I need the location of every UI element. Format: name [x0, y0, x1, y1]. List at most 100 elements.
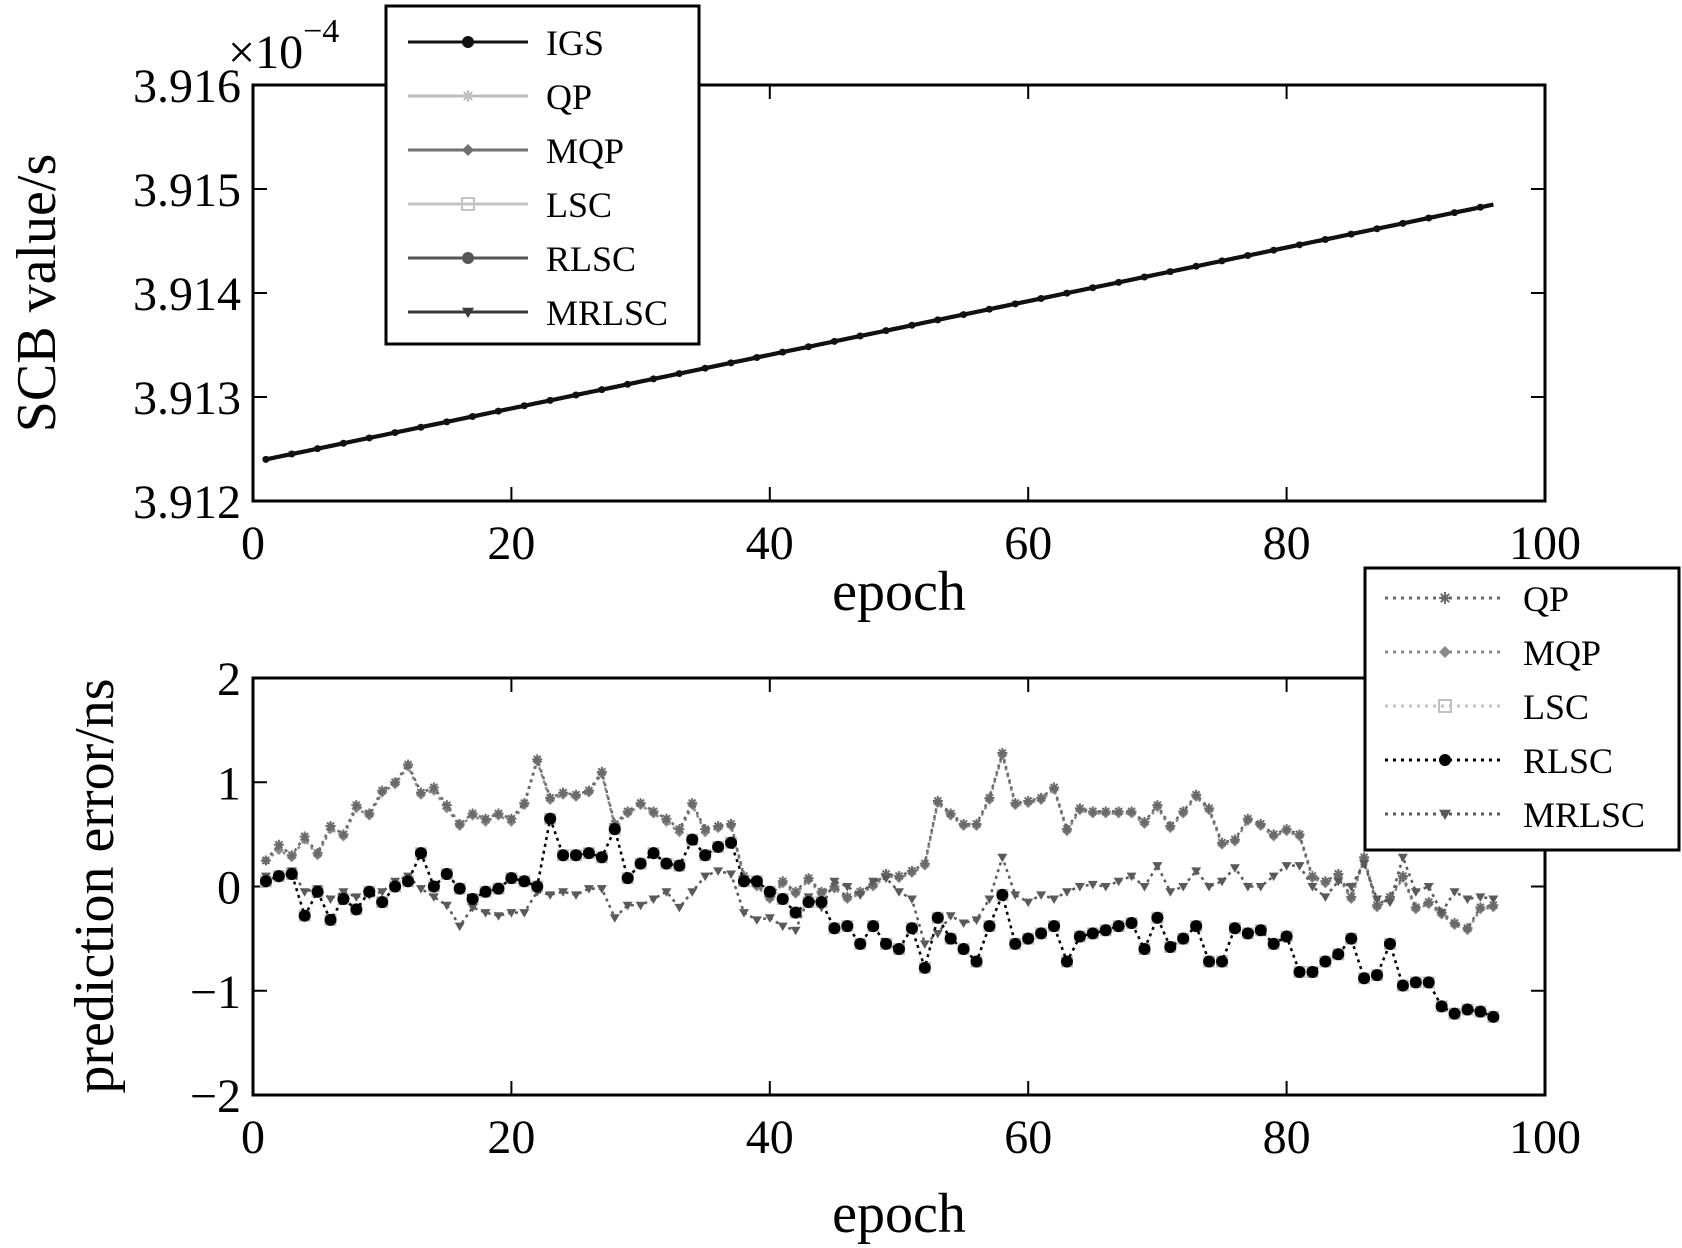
bottom-point-rlsc	[1035, 927, 1048, 940]
bottom-point-qp	[777, 876, 788, 887]
legend-label-igs: IGS	[546, 23, 604, 63]
bottom-point-mrlsc	[906, 895, 917, 905]
bottom-point-mrlsc	[842, 883, 853, 892]
bottom-x-tick-label: 40	[746, 1111, 794, 1164]
bottom-point-mrlsc	[1178, 883, 1189, 892]
bottom-point-rlsc	[867, 920, 880, 933]
bottom-point-mrlsc	[1165, 888, 1176, 897]
top-point-igs	[1244, 252, 1252, 260]
bottom-point-rlsc	[1073, 930, 1086, 943]
bottom-point-qp	[1165, 821, 1176, 832]
bottom-point-qp	[984, 792, 995, 803]
top-x-tick-label: 100	[1509, 517, 1581, 570]
bottom-point-rlsc	[1435, 1000, 1448, 1013]
bottom-point-mrlsc	[868, 877, 879, 887]
bottom-point-qp	[545, 792, 556, 803]
bottom-legend-box	[1363, 566, 1681, 852]
bottom-point-rlsc	[621, 872, 634, 885]
bottom-x-tick-labels: 0 20 40 60 80 100	[241, 1111, 1581, 1164]
bottom-point-mrlsc	[1139, 883, 1150, 892]
bottom-point-qp	[286, 850, 297, 861]
bottom-point-rlsc	[582, 847, 595, 860]
bottom-point-qp	[299, 831, 310, 842]
top-point-igs	[546, 396, 554, 404]
bottom-point-rlsc	[737, 875, 750, 888]
bottom-point-qp	[493, 808, 504, 819]
top-legend-box	[384, 4, 701, 346]
bottom-point-qp	[1229, 834, 1240, 845]
bottom-point-mrlsc	[855, 891, 866, 900]
top-y-axis-label: SCB value/s	[6, 154, 68, 432]
bottom-point-qp	[364, 808, 375, 819]
bottom-point-rlsc	[944, 932, 957, 945]
bottom-point-rlsc	[880, 937, 893, 950]
bottom-point-qp	[790, 886, 801, 897]
bottom-point-qp	[1061, 824, 1072, 835]
bottom-point-rlsc	[763, 885, 776, 898]
bottom-point-rlsc	[570, 849, 582, 862]
bottom-point-rlsc	[1009, 937, 1022, 950]
bottom-y-tick-label: −1	[190, 966, 241, 1019]
bottom-point-rlsc	[1487, 1010, 1500, 1023]
bottom-point-mrlsc	[1397, 853, 1408, 863]
bottom-point-rlsc	[996, 888, 1009, 901]
bottom-point-qp	[415, 787, 426, 798]
bottom-point-rlsc	[1022, 932, 1035, 945]
bottom-point-mrlsc	[1204, 883, 1215, 892]
bottom-point-mrlsc	[674, 903, 685, 913]
top-y-tick-label: 3.912	[133, 476, 241, 529]
bottom-point-qp	[958, 818, 969, 829]
top-point-igs	[1037, 294, 1045, 302]
bottom-series-line-mrlsc	[265, 853, 1494, 946]
bottom-point-rlsc	[1371, 969, 1384, 982]
top-point-igs	[288, 450, 296, 458]
top-point-igs	[314, 445, 322, 453]
bottom-point-mrlsc	[1294, 862, 1305, 871]
bottom-point-qp	[1242, 813, 1253, 824]
bottom-point-rlsc	[1228, 922, 1241, 935]
bottom-point-rlsc	[1396, 979, 1409, 992]
top-point-igs	[1347, 230, 1355, 238]
bottom-point-mrlsc	[700, 872, 711, 882]
bottom-point-qp	[1191, 789, 1202, 800]
bottom-y-tick-label: 2	[217, 653, 241, 706]
bottom-point-mrlsc	[325, 895, 336, 905]
legend-label-mrlsc: MRLSC	[1523, 795, 1645, 835]
bottom-point-qp	[338, 829, 349, 840]
bottom-point-qp	[1010, 798, 1021, 809]
bottom-point-qp	[1036, 792, 1047, 803]
legend-label-qp: QP	[546, 77, 592, 117]
top-point-igs	[985, 305, 993, 313]
bottom-point-rlsc	[828, 922, 841, 935]
bottom-point-qp	[661, 813, 672, 824]
top-x-tick-label: 20	[487, 517, 535, 570]
top-x-tick-label: 40	[746, 517, 794, 570]
bottom-point-rlsc	[298, 909, 311, 922]
bottom-point-rlsc	[1332, 948, 1345, 961]
top-x-tick-labels: 0 20 40 60 80 100	[241, 517, 1581, 570]
bottom-point-mrlsc	[415, 885, 426, 894]
bottom-point-rlsc	[1422, 976, 1435, 989]
legend-label-rlsc: RLSC	[1523, 741, 1613, 781]
bottom-point-qp	[1178, 806, 1189, 817]
bottom-point-mrlsc	[609, 914, 620, 923]
bottom-point-rlsc	[1177, 932, 1190, 945]
bottom-point-mrlsc	[958, 919, 969, 928]
bottom-point-mrlsc	[1359, 860, 1370, 869]
bottom-point-mrlsc	[1229, 864, 1240, 873]
bottom-point-mrlsc	[1488, 895, 1499, 905]
top-point-igs	[856, 332, 864, 340]
bottom-point-qp	[971, 818, 982, 829]
bottom-x-tick-label: 80	[1263, 1111, 1311, 1164]
top-point-igs	[805, 343, 813, 351]
bottom-point-rlsc	[285, 867, 298, 880]
bottom-point-rlsc	[453, 882, 466, 895]
bottom-point-rlsc	[1241, 927, 1254, 940]
bottom-point-qp	[1423, 897, 1434, 908]
bottom-y-tick-label: 1	[217, 757, 241, 810]
bottom-point-mrlsc	[377, 888, 388, 897]
legend-marker-qp	[1439, 592, 1451, 604]
bottom-point-rlsc	[466, 893, 479, 906]
top-point-igs	[908, 321, 916, 329]
bottom-point-rlsc	[1099, 924, 1112, 937]
